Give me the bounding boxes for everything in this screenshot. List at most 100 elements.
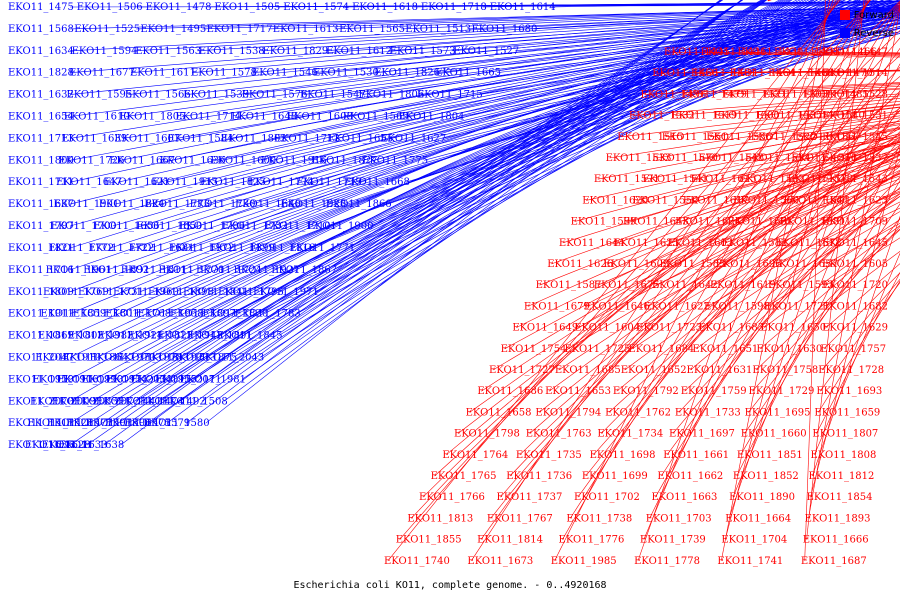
forward-label-line (529, 109, 900, 434)
forward-gene-label: EKO11_1587 (536, 280, 602, 291)
forward-gene-label: EKO11_1650 (760, 323, 826, 334)
forward-gene-label: EKO11_1623 (822, 195, 888, 206)
forward-label-line (732, 89, 900, 498)
forward-label-line (812, 215, 900, 477)
reverse-gene-label: EKO11_1634 (8, 46, 74, 57)
legend-forward-label: Forward (853, 9, 894, 21)
forward-gene-label: EKO11_1514 (822, 68, 888, 79)
reverse-label-line (209, 0, 872, 293)
forward-label-line (821, 278, 900, 371)
forward-label-line (818, 280, 900, 413)
reverse-label-line (202, 6, 900, 30)
forward-label-line (632, 170, 900, 350)
forward-label-line (504, 134, 900, 350)
reverse-label-line (279, 0, 885, 293)
forward-gene-label: EKO11_1759 (681, 386, 747, 397)
forward-swatch (839, 10, 850, 20)
forward-label-line (748, 129, 900, 159)
reverse-label-line (309, 20, 900, 183)
forward-label-line (569, 3, 900, 519)
reverse-gene-label: EKO11_1806 (358, 90, 424, 101)
reverse-gene-label: EKO11_1972 (169, 243, 235, 254)
reverse-gene-label: EKO11_1795 (218, 287, 284, 298)
forward-label-line (763, 225, 900, 328)
reverse-gene-label: EKO11_1546 (252, 68, 318, 79)
forward-label-line (713, 188, 900, 286)
forward-gene-label: EKO11_1500 (714, 111, 780, 122)
forward-label-line (655, 169, 900, 286)
forward-label-line (399, 0, 871, 540)
forward-gene-label: EKO11_1533 (606, 153, 672, 164)
reverse-gene-label: EKO11_1800 (8, 155, 74, 166)
reverse-label-line (189, 0, 831, 336)
forward-label-line (539, 124, 900, 413)
reverse-label-line (244, 0, 879, 293)
forward-gene-label: EKO11_1649 (512, 323, 578, 334)
forward-label-line (737, 153, 900, 201)
reverse-label-line (120, 0, 721, 446)
reverse-label-line (314, 0, 891, 293)
forward-gene-label: EKO11_1813 (407, 513, 473, 524)
reverse-label-line (348, 22, 900, 117)
forward-label-line (690, 193, 900, 371)
forward-gene-label: EKO11_1686 (477, 386, 543, 397)
forward-gene-label: EKO11_1521 (722, 89, 788, 100)
reverse-label-line (401, 7, 900, 30)
reverse-gene-label: EKO11_1796 (179, 221, 245, 232)
forward-gene-label: EKO11_1662 (657, 471, 723, 482)
forward-gene-label: EKO11_1602 (667, 238, 733, 249)
forward-label-line (804, 0, 826, 561)
forward-gene-label: EKO11_1720 (822, 280, 888, 291)
reverse-gene-label: EKO11_1924 (97, 331, 163, 342)
reverse-gene-label: EKO11_1916 (261, 155, 327, 166)
reverse-label-line (326, 17, 900, 227)
forward-label-line (725, 84, 900, 95)
reverse-gene-label: EKO11_2034 (106, 374, 172, 385)
reverse-gene-label: EKO11_1575 (105, 418, 171, 429)
forward-gene-label: EKO11_1679 (524, 301, 590, 312)
forward-label-line (480, 0, 871, 540)
reverse-label-line (69, 0, 815, 336)
reverse-gene-label: EKO11_1891 (187, 331, 253, 342)
forward-gene-label: EKO11_1619 (710, 280, 776, 291)
forward-gene-label: EKO11_1625 (613, 238, 679, 249)
reverse-gene-label: EKO11_1712 (274, 133, 340, 144)
forward-gene-label: EKO11_1643 (623, 217, 689, 228)
forward-gene-label: EKO11_1646 (584, 301, 650, 312)
reverse-label-line (190, 0, 900, 249)
forward-gene-label: EKO11_1601 (727, 217, 793, 228)
forward-gene-label: EKO11_1581 (780, 217, 846, 228)
reverse-gene-label: EKO11_1915 (152, 177, 218, 188)
forward-gene-label: EKO11_1660 (741, 429, 807, 440)
forward-gene-label: EKO11_1556 (791, 153, 857, 164)
reverse-gene-label: EKO11_1841 (183, 287, 249, 298)
forward-label-line (624, 166, 900, 371)
forward-label-line (639, 172, 900, 328)
reverse-label-line (389, 27, 900, 139)
reverse-label-line (205, 0, 742, 424)
forward-label-line (471, 0, 839, 561)
reverse-gene-label: EKO11_1711 (8, 177, 74, 188)
forward-gene-label: EKO11_1543 (822, 174, 888, 185)
reverse-gene-label: EKO11_1474 (118, 396, 184, 407)
reverse-gene-label: EKO11_1539 (183, 90, 249, 101)
reverse-gene-label: EKO11_1610 (64, 112, 130, 123)
forward-label-line (492, 127, 900, 371)
forward-label-line (643, 0, 869, 540)
forward-label-lines (387, 0, 900, 561)
reverse-label-line (436, 19, 900, 73)
forward-gene-label: EKO11_1503 (762, 89, 828, 100)
reverse-gene-label: EKO11_1971 (253, 287, 319, 298)
forward-gene-label: EKO11_1488 (768, 68, 834, 79)
reverse-gene-label: EKO11_1639 (61, 133, 127, 144)
reverse-gene-label: EKO11_1981 (180, 374, 246, 385)
reverse-label-line (313, 14, 900, 73)
reverse-gene-label: EKO11_1898 (148, 287, 214, 298)
forward-gene-label: EKO11_1704 (721, 535, 787, 546)
forward-gene-label: EKO11_1736 (506, 471, 572, 482)
forward-gene-label: EKO11_1532 (629, 111, 695, 122)
reverse-label-line (104, 0, 853, 293)
reverse-gene-label: EKO11_1804 (399, 112, 465, 123)
reverse-label-line (270, 6, 900, 249)
forward-gene-label: EKO11_1537 (822, 153, 888, 164)
